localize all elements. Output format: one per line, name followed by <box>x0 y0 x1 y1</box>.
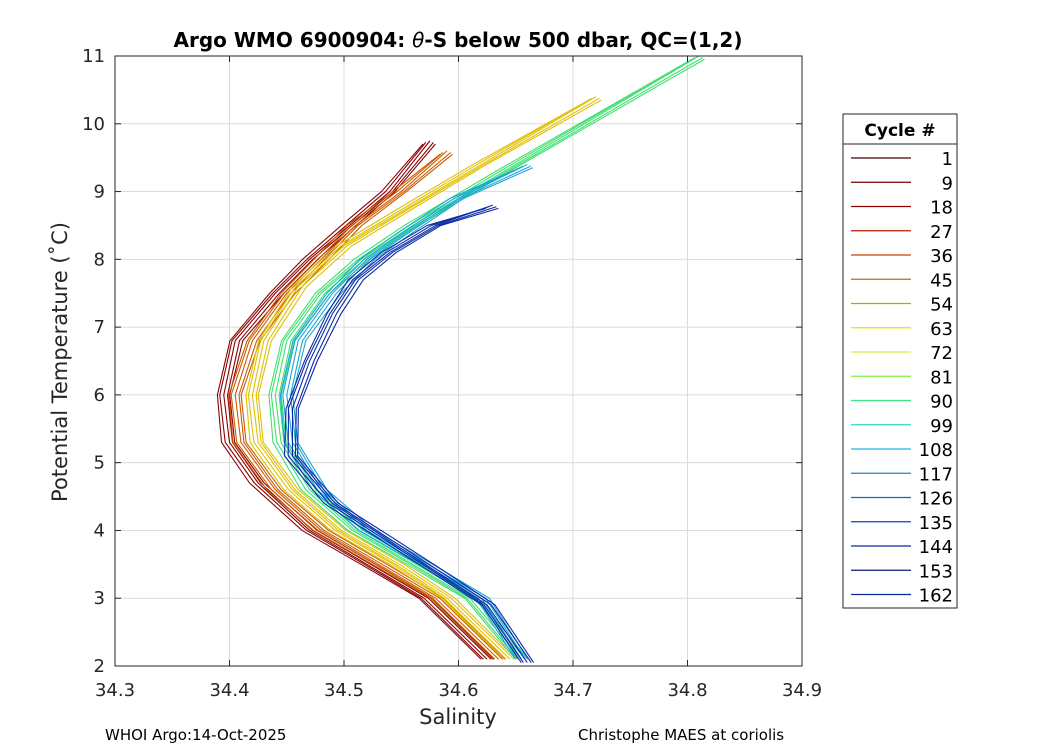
profile-line-group-5 <box>287 206 524 663</box>
y-tick-label: 11 <box>82 46 105 67</box>
legend-entry-label: 18 <box>930 198 953 219</box>
chart-title-prefix: Argo WMO 6900904: <box>174 28 413 52</box>
legend-entry-label: 9 <box>942 173 953 194</box>
legend-title: Cycle # <box>864 121 935 141</box>
footer-right: Christophe MAES at coriolis <box>578 726 784 744</box>
x-tick-label: 34.4 <box>209 680 249 701</box>
x-tick-label: 34.9 <box>782 680 822 701</box>
profile-line-group-3 <box>278 57 703 660</box>
profile-line-group-2 <box>251 96 597 660</box>
footer-left: WHOI Argo:14-Oct-2025 <box>105 726 286 744</box>
chart-title: Argo WMO 6900904: θ-S below 500 dbar, QC… <box>174 28 743 52</box>
legend-entry-label: 108 <box>919 440 953 461</box>
legend-entries: 1 9 18 27 36 45 54 63 72 81 90 99 108 117 126 135 144 153… <box>851 149 953 607</box>
x-tick-label: 34.3 <box>95 680 135 701</box>
legend-entry-label: 72 <box>930 343 953 364</box>
legend-entry-label: 117 <box>919 464 953 485</box>
profile-line-group-3 <box>268 58 693 660</box>
legend-entry-label: 81 <box>930 367 953 388</box>
profile-line-group-2 <box>247 97 593 660</box>
legend-entry-label: 153 <box>919 561 953 582</box>
profile-line-group-1 <box>230 152 496 660</box>
legend-entry-label: 126 <box>919 489 953 510</box>
y-axis-label: Potential Temperature (˚C) <box>48 222 72 502</box>
profile-line-group-1 <box>228 153 494 660</box>
profile-line-group-2 <box>255 97 600 660</box>
y-tick-label: 2 <box>94 656 105 677</box>
profile-line-group-5 <box>283 207 522 663</box>
x-tick-label: 34.5 <box>324 680 364 701</box>
profile-line-group-5 <box>291 204 528 663</box>
legend-entry-label: 135 <box>919 513 953 534</box>
profile-line-group-2 <box>245 99 590 660</box>
x-tick-label: 34.6 <box>438 680 478 701</box>
chart-title-theta: θ <box>412 28 424 52</box>
profile-line-group-5 <box>297 207 535 663</box>
legend-entry-label: 27 <box>930 222 953 243</box>
legend-entry-label: 63 <box>930 319 953 340</box>
y-tick-label: 6 <box>94 385 105 406</box>
legend-entry-label: 144 <box>919 537 953 558</box>
x-tick-label: 34.8 <box>667 680 707 701</box>
legend-entry-label: 1 <box>942 149 953 170</box>
y-tick-label: 5 <box>94 453 105 474</box>
chart-title-suffix: -S below 500 dbar, QC=(1,2) <box>424 28 742 52</box>
axis-ticks: 34.3 34.4 34.5 34.6 34.7 34.8 34.9 2 3 4 5 6 7 8 9 10 11 <box>82 46 822 701</box>
legend: Cycle # 19182736455463728190991081171261… <box>842 113 958 609</box>
y-tick-label: 9 <box>94 182 105 203</box>
x-axis-label: Salinity <box>419 705 497 729</box>
profile-line-group-4 <box>282 165 524 660</box>
profile-line-group-5 <box>294 206 532 663</box>
legend-entry-label: 36 <box>930 246 953 267</box>
profile-line-group-1 <box>234 150 499 660</box>
legend-entry-label: 162 <box>919 586 953 607</box>
y-tick-label: 8 <box>94 249 105 270</box>
legend-entry-label: 90 <box>930 392 953 413</box>
legend-entry-label: 45 <box>930 270 953 291</box>
profile-line-group-4 <box>286 163 528 660</box>
x-tick-label: 34.7 <box>553 680 593 701</box>
profile-line-group-0 <box>216 143 482 660</box>
profile-line-group-1 <box>238 152 503 660</box>
y-tick-label: 10 <box>82 114 105 135</box>
y-tick-label: 4 <box>94 520 105 541</box>
profile-line-group-0 <box>219 142 484 660</box>
y-tick-label: 7 <box>94 317 105 338</box>
profile-lines <box>216 56 705 663</box>
y-tick-label: 3 <box>94 588 105 609</box>
legend-entry-label: 99 <box>930 416 953 437</box>
profile-line-group-0 <box>223 140 488 660</box>
profile-line-group-2 <box>257 99 602 660</box>
profile-line-group-1 <box>240 153 506 660</box>
grid <box>115 56 802 666</box>
legend-box <box>842 113 958 609</box>
legend-entry-label: 54 <box>930 295 953 316</box>
